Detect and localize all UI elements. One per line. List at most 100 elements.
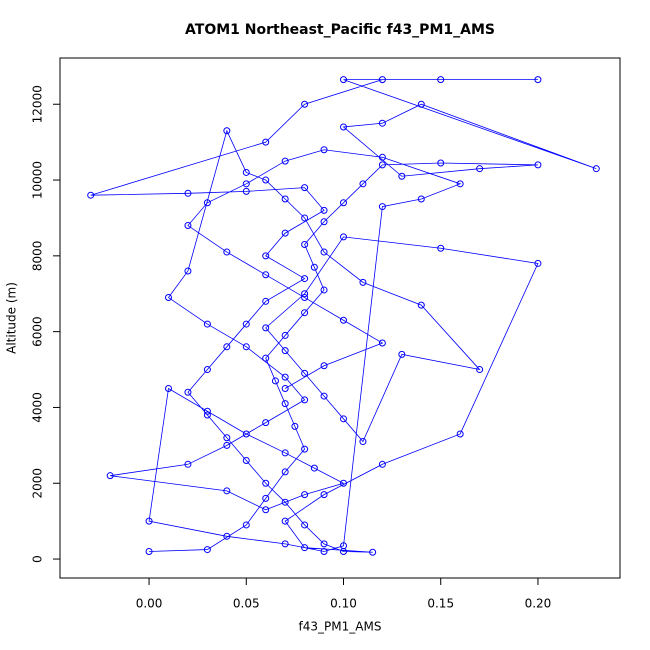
data-point xyxy=(417,195,425,203)
data-line xyxy=(90,79,597,553)
data-point xyxy=(378,460,386,468)
data-point xyxy=(203,546,211,554)
x-tick-label: 0.10 xyxy=(330,597,357,611)
data-point xyxy=(340,123,347,131)
data-point xyxy=(378,339,386,347)
data-point xyxy=(223,434,231,442)
data-point xyxy=(310,464,318,472)
data-point xyxy=(340,76,347,84)
data-point xyxy=(281,331,289,339)
data-point xyxy=(340,415,347,423)
data-point xyxy=(184,267,192,275)
data-point xyxy=(398,172,406,180)
data-point xyxy=(301,309,309,317)
data-point xyxy=(417,100,425,108)
data-point xyxy=(281,540,289,548)
data-point xyxy=(271,377,279,385)
data-point xyxy=(281,498,289,506)
data-point xyxy=(320,392,328,400)
data-point xyxy=(398,350,406,358)
data-point xyxy=(301,521,309,529)
data-point xyxy=(281,195,289,203)
data-point xyxy=(301,445,309,453)
data-point xyxy=(456,180,464,188)
data-point xyxy=(165,384,172,392)
data-point xyxy=(369,548,377,556)
chart-title: ATOM1 Northeast_Pacific f43_PM1_AMS xyxy=(185,22,495,38)
data-point xyxy=(203,366,211,374)
data-point xyxy=(281,468,289,476)
data-point xyxy=(301,396,309,404)
data-point xyxy=(262,506,270,514)
data-point xyxy=(223,127,231,135)
y-tick-label: 8000 xyxy=(31,241,45,272)
data-point xyxy=(476,366,484,374)
data-point xyxy=(281,373,289,381)
y-tick-label: 10000 xyxy=(31,161,45,199)
data-point xyxy=(291,422,299,430)
data-point xyxy=(437,244,445,252)
data-point xyxy=(242,343,250,351)
data-point xyxy=(340,199,347,207)
data-point xyxy=(223,532,231,540)
data-point xyxy=(320,540,328,548)
data-point xyxy=(301,214,309,222)
data-point xyxy=(340,542,347,550)
data-point xyxy=(301,369,309,377)
data-point xyxy=(106,472,114,480)
y-axis-label: Altitude (m) xyxy=(5,282,19,354)
data-point xyxy=(262,176,270,184)
data-point xyxy=(262,271,270,279)
data-point xyxy=(262,354,270,362)
data-point xyxy=(262,324,270,332)
data-point xyxy=(340,479,347,487)
data-point xyxy=(281,384,289,392)
x-tick-label: 0.15 xyxy=(427,597,454,611)
data-point xyxy=(340,233,347,241)
data-point xyxy=(203,407,211,415)
y-tick-label: 12000 xyxy=(31,85,45,123)
data-point xyxy=(242,521,250,529)
data-point xyxy=(437,159,445,167)
data-point xyxy=(359,278,367,286)
data-point xyxy=(320,547,328,555)
data-point xyxy=(301,100,309,108)
x-tick-label: 0.05 xyxy=(233,597,260,611)
data-point xyxy=(534,161,542,169)
data-point xyxy=(145,517,153,525)
data-point xyxy=(262,297,270,305)
data-point xyxy=(165,294,172,302)
data-point xyxy=(320,146,328,154)
y-tick-label: 4000 xyxy=(31,392,45,423)
x-axis-label: f43_PM1_AMS xyxy=(299,620,382,634)
data-point xyxy=(359,180,367,188)
data-point xyxy=(456,430,464,438)
data-point xyxy=(534,76,542,84)
data-point xyxy=(203,199,211,207)
data-point xyxy=(378,153,386,161)
y-tick-label: 0 xyxy=(31,555,45,563)
data-point xyxy=(301,240,309,248)
data-point xyxy=(262,138,270,146)
data-point xyxy=(145,547,153,555)
data-point xyxy=(359,438,367,446)
data-point xyxy=(184,460,192,468)
data-point xyxy=(592,165,600,173)
data-point xyxy=(378,161,386,169)
data-point xyxy=(242,168,250,176)
data-point xyxy=(320,362,328,370)
data-point xyxy=(242,320,250,328)
data-point xyxy=(301,184,309,192)
data-point xyxy=(281,157,289,165)
data-point xyxy=(320,218,328,226)
data-point xyxy=(281,449,289,457)
data-point xyxy=(476,165,484,173)
data-point xyxy=(87,191,95,199)
data-point xyxy=(320,248,328,256)
data-point xyxy=(437,76,445,84)
data-point xyxy=(340,316,347,324)
data-point xyxy=(184,388,192,396)
data-point xyxy=(301,544,309,552)
data-point xyxy=(378,76,386,84)
